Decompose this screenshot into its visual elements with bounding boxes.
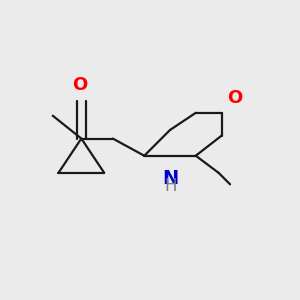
- Text: N: N: [163, 169, 179, 188]
- Text: O: O: [72, 76, 88, 94]
- Text: O: O: [227, 89, 242, 107]
- Text: H: H: [164, 177, 177, 195]
